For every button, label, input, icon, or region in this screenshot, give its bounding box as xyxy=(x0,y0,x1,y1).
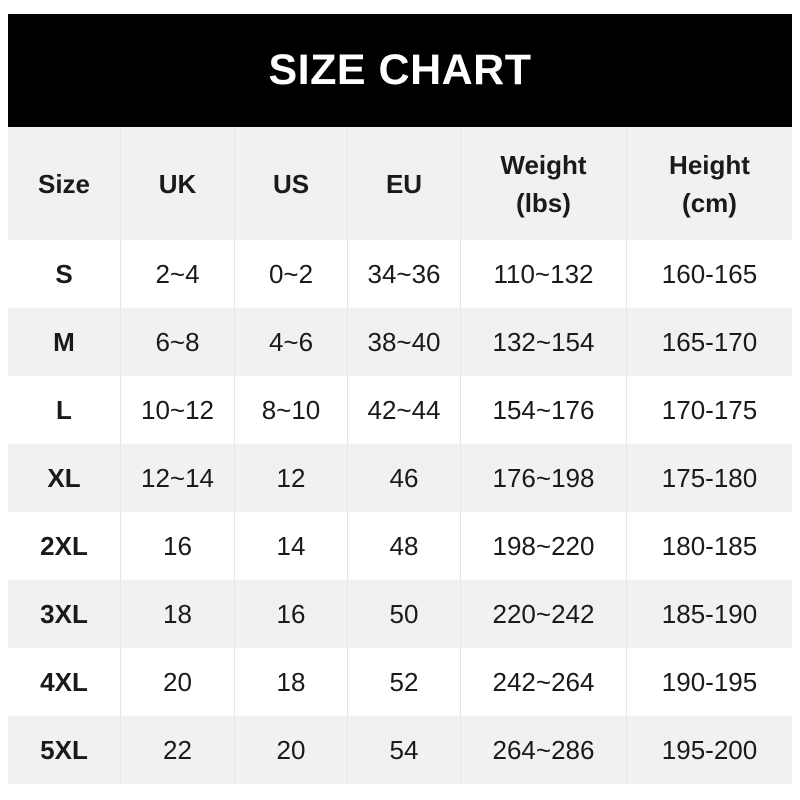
size-table: Size UK US EU Weight (lbs) Height (cm) S 2~4 0~2 3… xyxy=(8,127,792,784)
cell-size: XL xyxy=(8,444,121,512)
cell-size: M xyxy=(8,308,121,376)
header-row: Size UK US EU Weight (lbs) Height (cm) xyxy=(8,127,792,240)
cell-uk: 18 xyxy=(121,580,235,648)
cell-height: 195-200 xyxy=(627,716,792,784)
cell-uk: 16 xyxy=(121,512,235,580)
table-row: M 6~8 4~6 38~40 132~154 165-170 xyxy=(8,308,792,376)
cell-height: 190-195 xyxy=(627,648,792,716)
cell-weight: 264~286 xyxy=(461,716,627,784)
cell-height: 160-165 xyxy=(627,240,792,308)
header-uk: UK xyxy=(121,127,235,240)
cell-weight: 132~154 xyxy=(461,308,627,376)
cell-weight: 198~220 xyxy=(461,512,627,580)
cell-us: 20 xyxy=(235,716,348,784)
cell-eu: 48 xyxy=(348,512,461,580)
header-us: US xyxy=(235,127,348,240)
cell-weight: 176~198 xyxy=(461,444,627,512)
cell-height: 185-190 xyxy=(627,580,792,648)
cell-eu: 38~40 xyxy=(348,308,461,376)
cell-eu: 54 xyxy=(348,716,461,784)
header-label: EU xyxy=(385,168,423,199)
cell-us: 18 xyxy=(235,648,348,716)
header-eu: EU xyxy=(348,127,461,240)
header-weight: Weight (lbs) xyxy=(461,127,627,240)
table-row: 2XL 16 14 48 198~220 180-185 xyxy=(8,512,792,580)
cell-eu: 42~44 xyxy=(348,376,461,444)
table-row: S 2~4 0~2 34~36 110~132 160-165 xyxy=(8,240,792,308)
cell-size: S xyxy=(8,240,121,308)
cell-height: 170-175 xyxy=(627,376,792,444)
table-row: L 10~12 8~10 42~44 154~176 170-175 xyxy=(8,376,792,444)
cell-size: 3XL xyxy=(8,580,121,648)
cell-weight: 154~176 xyxy=(461,376,627,444)
cell-eu: 52 xyxy=(348,648,461,716)
cell-us: 8~10 xyxy=(235,376,348,444)
table-row: XL 12~14 12 46 176~198 175-180 xyxy=(8,444,792,512)
header-unit: (cm) xyxy=(682,187,737,218)
cell-us: 12 xyxy=(235,444,348,512)
cell-eu: 50 xyxy=(348,580,461,648)
header-label: Height xyxy=(669,149,750,180)
table-row: 4XL 20 18 52 242~264 190-195 xyxy=(8,648,792,716)
cell-uk: 10~12 xyxy=(121,376,235,444)
cell-size: 4XL xyxy=(8,648,121,716)
header-height: Height (cm) xyxy=(627,127,792,240)
header-unit: (lbs) xyxy=(516,187,571,218)
cell-us: 0~2 xyxy=(235,240,348,308)
cell-us: 4~6 xyxy=(235,308,348,376)
cell-weight: 220~242 xyxy=(461,580,627,648)
cell-size: 2XL xyxy=(8,512,121,580)
cell-uk: 12~14 xyxy=(121,444,235,512)
table-row: 3XL 18 16 50 220~242 185-190 xyxy=(8,580,792,648)
cell-uk: 2~4 xyxy=(121,240,235,308)
cell-uk: 20 xyxy=(121,648,235,716)
cell-us: 14 xyxy=(235,512,348,580)
cell-eu: 34~36 xyxy=(348,240,461,308)
header-label: UK xyxy=(158,168,197,199)
cell-uk: 6~8 xyxy=(121,308,235,376)
cell-weight: 242~264 xyxy=(461,648,627,716)
cell-size: L xyxy=(8,376,121,444)
cell-height: 175-180 xyxy=(627,444,792,512)
header-size: Size xyxy=(8,127,121,240)
header-label: Weight xyxy=(500,149,587,180)
cell-eu: 46 xyxy=(348,444,461,512)
cell-height: 165-170 xyxy=(627,308,792,376)
table-row: 5XL 22 20 54 264~286 195-200 xyxy=(8,716,792,784)
cell-uk: 22 xyxy=(121,716,235,784)
cell-weight: 110~132 xyxy=(461,240,627,308)
header-label: Size xyxy=(37,168,91,199)
cell-us: 16 xyxy=(235,580,348,648)
cell-height: 180-185 xyxy=(627,512,792,580)
cell-size: 5XL xyxy=(8,716,121,784)
header-label: US xyxy=(272,168,310,199)
chart-title: SIZE CHART xyxy=(8,14,792,127)
